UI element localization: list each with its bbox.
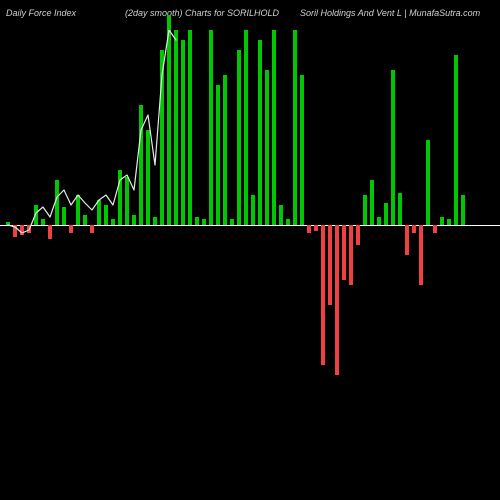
bar (167, 15, 171, 225)
bar (419, 225, 423, 285)
bar (125, 177, 129, 225)
bar (20, 225, 24, 235)
bar (300, 75, 304, 225)
bar (293, 30, 297, 225)
bar (216, 85, 220, 225)
bar (34, 205, 38, 225)
bar (251, 195, 255, 225)
bar (118, 170, 122, 225)
bar (48, 225, 52, 239)
bar (272, 30, 276, 225)
bar (188, 30, 192, 225)
bar (55, 180, 59, 225)
bar (349, 225, 353, 285)
bar (454, 55, 458, 225)
bar (370, 180, 374, 225)
bar (132, 215, 136, 225)
header-left: Daily Force Index (6, 8, 76, 18)
bar (335, 225, 339, 375)
bar (363, 195, 367, 225)
bar (27, 225, 31, 233)
header-mid: (2day smooth) Charts for SORILHOLD (125, 8, 279, 18)
bar (314, 225, 318, 231)
bar (398, 193, 402, 225)
bar (230, 219, 234, 225)
bar (69, 225, 73, 233)
chart-header: Daily Force Index (2day smooth) Charts f… (0, 8, 500, 28)
bar (433, 225, 437, 233)
bar (342, 225, 346, 280)
bar (258, 40, 262, 225)
bar (146, 130, 150, 225)
bar (307, 225, 311, 233)
bar (265, 70, 269, 225)
header-right: Soril Holdings And Vent L | MunafaSutra.… (300, 8, 480, 18)
bar (104, 205, 108, 225)
bar (391, 70, 395, 225)
bar (405, 225, 409, 255)
bar (244, 30, 248, 225)
bar (6, 222, 10, 225)
bar (377, 217, 381, 225)
bar (286, 219, 290, 225)
bar (356, 225, 360, 245)
bar (153, 217, 157, 225)
bar (195, 217, 199, 225)
bar (181, 40, 185, 225)
bar (321, 225, 325, 365)
bar (174, 30, 178, 225)
bar (76, 195, 80, 225)
bar (237, 50, 241, 225)
bar (447, 219, 451, 225)
bar (412, 225, 416, 233)
bar (202, 219, 206, 225)
bar (160, 50, 164, 225)
bar (13, 225, 17, 237)
bar (97, 200, 101, 225)
bar (209, 30, 213, 225)
bar (223, 75, 227, 225)
bar (90, 225, 94, 233)
bar (328, 225, 332, 305)
bar (440, 217, 444, 225)
force-index-chart (0, 30, 500, 490)
bars-wrapper (0, 30, 500, 490)
bar (384, 203, 388, 225)
bar (111, 219, 115, 225)
bar (62, 207, 66, 225)
bar (83, 215, 87, 225)
bar (426, 140, 430, 225)
bar (279, 205, 283, 225)
bar (139, 105, 143, 225)
bar (461, 195, 465, 225)
bar (41, 219, 45, 225)
